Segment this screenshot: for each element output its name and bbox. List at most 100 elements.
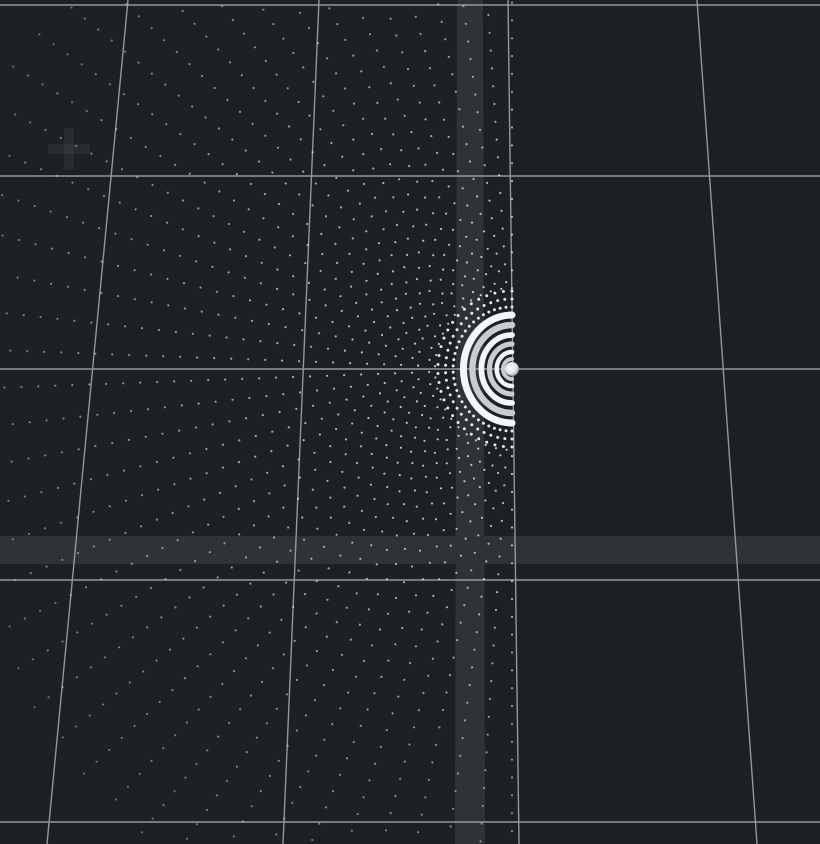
cloud-point [386,503,389,506]
add-button[interactable] [44,124,94,174]
cloud-point [480,255,483,259]
cloud-point [137,103,140,106]
cloud-point [379,745,383,749]
cloud-point [172,456,175,459]
cloud-point [510,597,514,601]
cloud-point [199,286,202,289]
cloud-point [92,510,95,513]
cloud-point [111,441,114,445]
cloud-point [108,505,111,508]
cloud-point [377,353,380,356]
cloud-point [85,110,88,113]
cloud-point [452,152,455,156]
ring-point [453,352,457,355]
cloud-point [277,226,280,229]
cloud-point [228,721,231,725]
cloud-point [266,471,269,474]
cloud-point [510,287,514,290]
cloud-point [421,413,424,417]
cloud-point [221,641,224,644]
cloud-point [411,316,414,319]
cloud-point [339,295,342,298]
horizontal-axis-band [0,536,820,564]
cloud-point [436,428,439,431]
ring-point [439,345,443,349]
ring-point [439,389,443,393]
cloud-point [298,193,301,196]
cloud-point [115,692,118,695]
cloud-point [451,73,454,76]
cloud-point [276,146,279,149]
ring-point [456,421,460,424]
cloud-point [365,248,368,251]
cloud-point [56,486,60,489]
cloud-point [498,555,501,558]
cloud-point [352,741,355,744]
cloud-point [315,580,318,583]
ring-point [452,358,456,362]
cloud-point [196,665,199,668]
cloud-point [392,418,395,421]
cloud-point [161,432,164,435]
cloud-point [413,726,416,729]
cloud-point [124,325,127,328]
cloud-point [128,353,131,357]
cloud-point [452,807,455,810]
cloud-point [193,22,196,25]
cloud-point [446,448,449,451]
cloud-point [384,344,387,347]
cloud-point [391,712,394,715]
cloud-point [412,532,416,535]
cloud-point [325,635,328,638]
cloud-point [352,54,355,57]
cloud-point [297,497,300,500]
cloud-point [262,8,265,11]
cloud-point [303,593,307,596]
sphere-shell [486,341,515,397]
cloud-point [385,548,388,552]
cloud-point [510,776,514,779]
cloud-point [191,332,194,335]
cloud-point [43,527,47,530]
cloud-point [474,93,477,96]
cloud-point [390,254,393,257]
cloud-point [473,648,476,651]
cloud-point [241,377,244,380]
cloud-point [252,524,255,527]
cloud-point [308,298,311,301]
cloud-point [441,292,444,295]
cloud-point [442,268,445,271]
cloud-point [488,199,491,202]
cloud-point [164,577,167,581]
cloud-point [264,59,267,63]
cloud-point [168,648,172,651]
cloud-point [108,538,111,541]
cloud-point [166,191,169,194]
cloud-point [441,168,444,171]
cloud-point [193,560,197,563]
cloud-point [339,707,342,710]
cloud-point [328,7,331,10]
cloud-point [299,391,302,394]
cloud-point [461,306,464,309]
cloud-point [494,608,498,612]
cloud-point [207,379,210,382]
cloud-point [496,156,499,159]
cloud-point [445,606,448,609]
cloud-point [468,160,472,163]
cloud-point [423,439,426,442]
cloud-point [495,138,498,141]
cloud-point [490,265,493,268]
cloud-point [162,355,165,358]
cloud-point [302,439,305,442]
cloud-point [417,709,420,712]
cloud-point [486,247,489,250]
cloud-point [456,639,459,642]
cloud-point [61,686,64,689]
cloud-point [445,462,448,465]
cloud-point [403,547,407,551]
cloud-point [163,406,166,409]
cloud-point [384,829,388,832]
